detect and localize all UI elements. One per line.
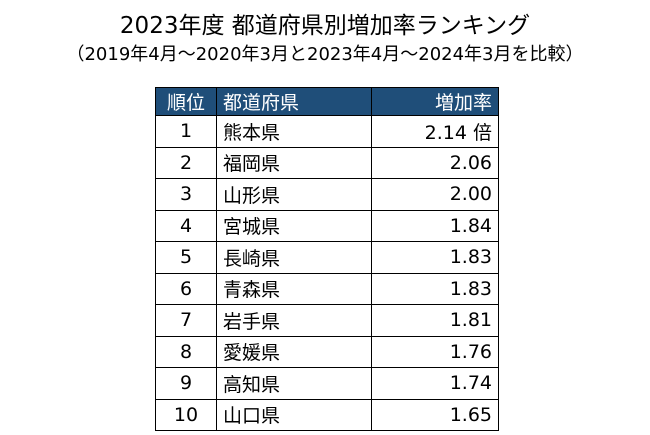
- rate-cell: 1.83: [371, 272, 499, 305]
- table-head: 順位 都道府県 増加率: [155, 87, 499, 116]
- rate-cell: 2.00: [371, 178, 499, 211]
- prefecture-cell: 山口県: [216, 398, 372, 431]
- column-header: 増加率: [371, 87, 499, 116]
- column-header: 都道府県: [216, 87, 372, 116]
- prefecture-cell: 宮城県: [216, 209, 372, 242]
- rate-cell: 2.14 倍: [371, 115, 499, 148]
- table-row: 9 高知県 1.74: [155, 367, 499, 400]
- table-body: 1 熊本県 2.14 倍 2 福岡県 2.06 3 山形県 2.00 4 宮城県 1.84 5 長崎県 1.…: [155, 115, 499, 431]
- table-row: 1 熊本県 2.14 倍: [155, 115, 499, 148]
- column-header: 順位: [155, 87, 217, 116]
- prefecture-cell: 岩手県: [216, 304, 372, 337]
- prefecture-cell: 熊本県: [216, 115, 372, 148]
- prefecture-cell: 愛媛県: [216, 335, 372, 368]
- rate-cell: 1.76: [371, 335, 499, 368]
- rank-cell: 7: [155, 304, 217, 337]
- table-row: 7 岩手県 1.81: [155, 304, 499, 337]
- header-row: 順位 都道府県 増加率: [155, 87, 499, 116]
- rank-cell: 6: [155, 272, 217, 305]
- title: 2023年度 都道府県別増加率ランキング: [119, 13, 531, 39]
- rate-cell: 1.84: [371, 209, 499, 242]
- table-row: 2 福岡県 2.06: [155, 146, 499, 179]
- rate-cell: 2.06: [371, 146, 499, 179]
- rate-cell: 1.74: [371, 367, 499, 400]
- table-row: 8 愛媛県 1.76: [155, 335, 499, 368]
- rank-cell: 10: [155, 398, 217, 431]
- prefecture-cell: 山形県: [216, 178, 372, 211]
- rank-cell: 3: [155, 178, 217, 211]
- prefecture-cell: 長崎県: [216, 241, 372, 274]
- table-row: 10 山口県 1.65: [155, 398, 499, 431]
- table-row: 6 青森県 1.83: [155, 272, 499, 305]
- rank-cell: 2: [155, 146, 217, 179]
- rate-cell: 1.65: [371, 398, 499, 431]
- rate-cell: 1.83: [371, 241, 499, 274]
- prefecture-cell: 高知県: [216, 367, 372, 400]
- prefecture-cell: 福岡県: [216, 146, 372, 179]
- rank-cell: 1: [155, 115, 217, 148]
- ranking-table: 順位 都道府県 増加率 1 熊本県 2.14 倍 2 福岡県 2.06 3 山形県 2.00 4 宮城県…: [155, 87, 499, 431]
- prefecture-cell: 青森県: [216, 272, 372, 305]
- rank-cell: 8: [155, 335, 217, 368]
- rank-cell: 5: [155, 241, 217, 274]
- table-row: 4 宮城県 1.84: [155, 209, 499, 242]
- table-row: 5 長崎県 1.83: [155, 241, 499, 274]
- rank-cell: 9: [155, 367, 217, 400]
- subtitle: （2019年4月～2020年3月と2023年4月～2024年3月を比較）: [66, 44, 584, 65]
- table-row: 3 山形県 2.00: [155, 178, 499, 211]
- rank-cell: 4: [155, 209, 217, 242]
- rate-cell: 1.81: [371, 304, 499, 337]
